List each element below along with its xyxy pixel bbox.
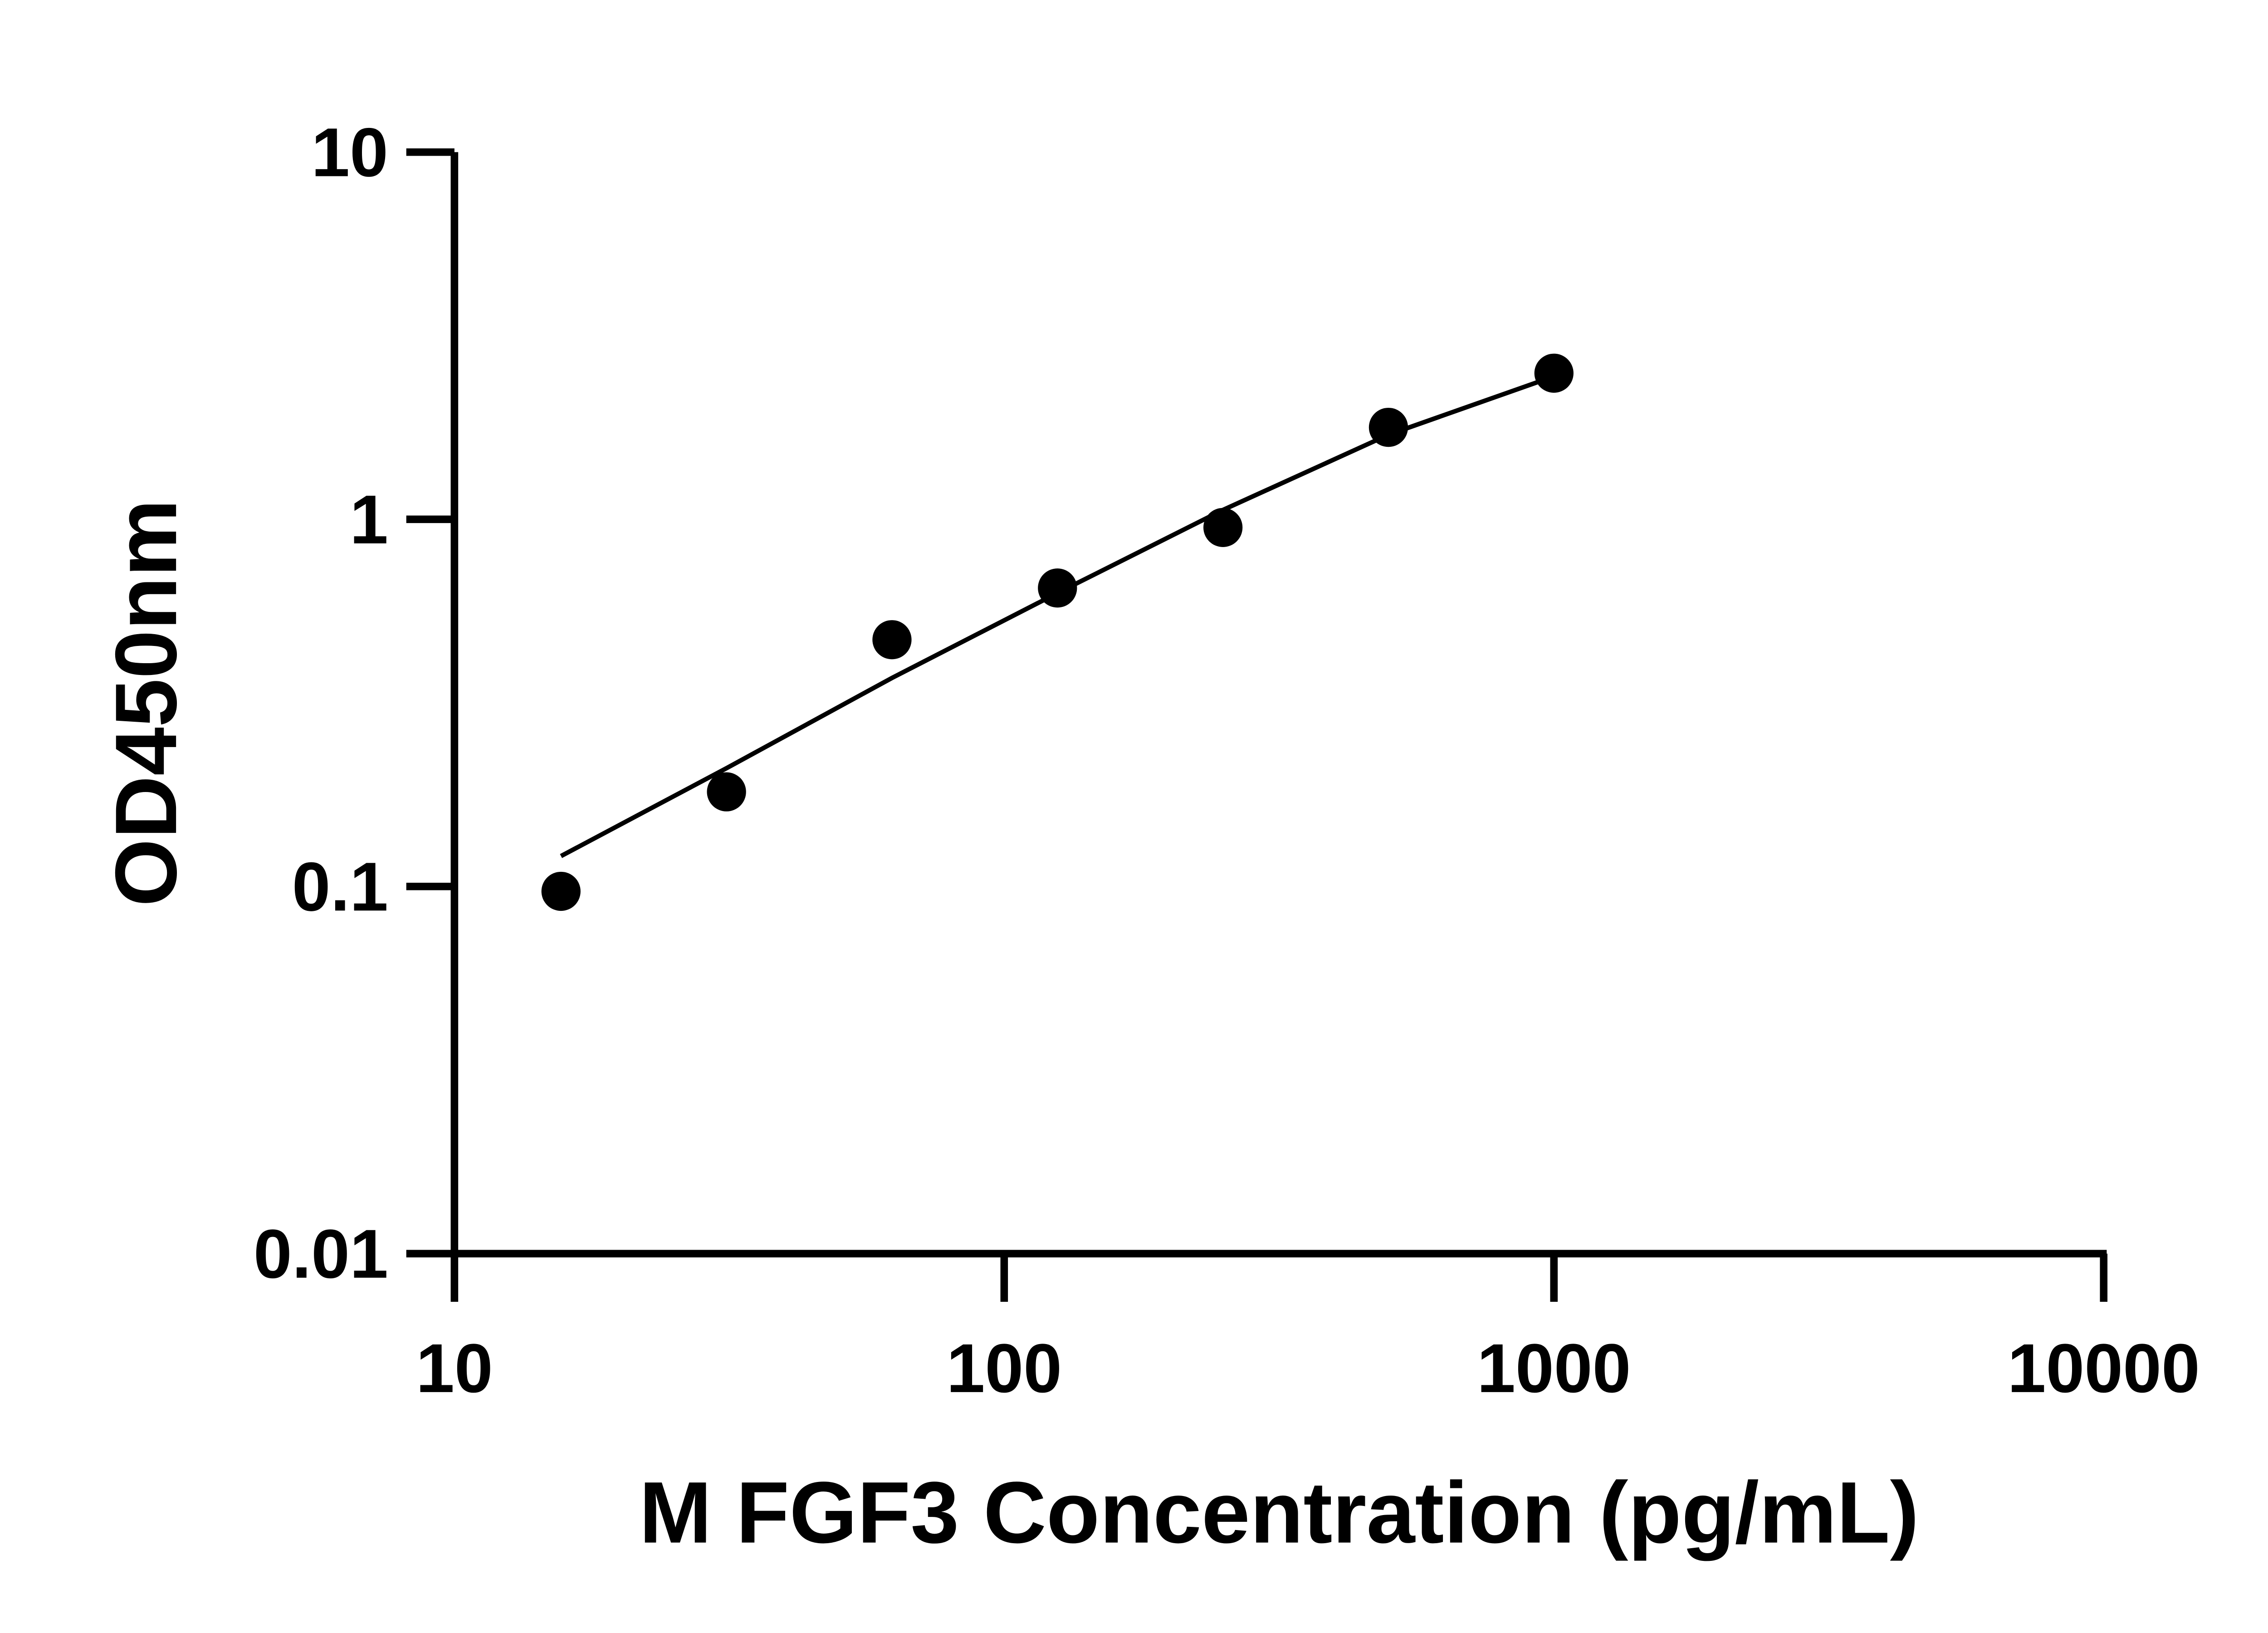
data-point [707,772,746,812]
data-point [1038,568,1077,608]
x-tick-label: 100 [947,1330,1062,1407]
x-tick-label: 1000 [1477,1330,1631,1407]
axes [406,148,2108,1302]
x-axis-label: M FGF3 Concentration (pg/mL) [639,1464,1919,1561]
y-tick-label: 10 [311,114,388,191]
x-tick-label: 10000 [2008,1330,2200,1407]
x-tick-label: 10 [416,1330,493,1407]
data-point [1534,353,1574,393]
y-tick-label: 0.1 [292,848,388,925]
data-point [1203,508,1243,547]
data-point [541,871,581,911]
y-tick-label: 1 [350,481,388,558]
y-tick-label: 0.01 [254,1216,388,1293]
data-points [541,353,1574,911]
x-tick-labels: 10 100 1000 10000 [416,1330,2200,1407]
y-tick-labels: 0.01 0.1 1 10 [254,114,388,1292]
y-axis-label: OD450nm [97,499,195,906]
data-point [1369,407,1408,447]
data-point [872,620,912,660]
